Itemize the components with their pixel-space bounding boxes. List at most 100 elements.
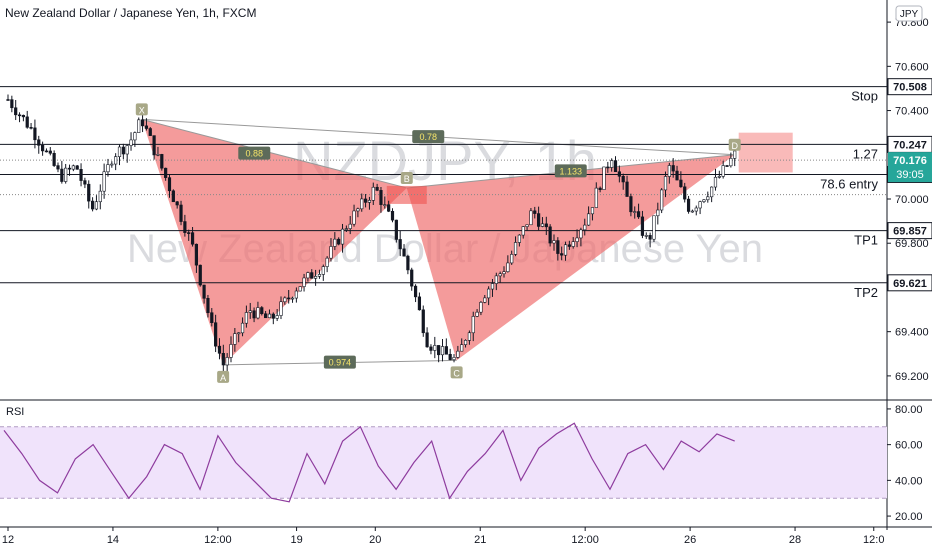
pattern-point-badge-B — [400, 171, 413, 184]
candle-body-62 — [244, 312, 248, 324]
candle-body-73 — [287, 297, 291, 300]
candle-body-26 — [106, 164, 110, 173]
candle-body-63 — [248, 310, 252, 313]
candle-body-103 — [402, 248, 406, 257]
candle-body-119 — [463, 340, 468, 345]
pattern-point-badge-A — [217, 370, 230, 383]
candle-body-44 — [175, 201, 179, 206]
candle-body-22 — [90, 200, 95, 210]
candle-body-155 — [602, 166, 606, 190]
pattern-ratio-badge-0 — [238, 146, 271, 160]
candle-body-86 — [337, 238, 341, 245]
candle-body-123 — [479, 302, 483, 313]
candle-body-136 — [529, 210, 533, 226]
candle-body-91 — [356, 208, 360, 212]
rsi-tick-label-2: 40.00 — [895, 475, 923, 487]
candle-body-11 — [48, 150, 52, 154]
candle-body-8 — [37, 139, 41, 146]
candle-body-104 — [406, 255, 410, 271]
pattern-d-box — [738, 132, 793, 173]
candle-body-106 — [413, 285, 418, 298]
candle-body-110 — [429, 346, 433, 351]
level-label-2: 78.6 entry — [820, 176, 878, 191]
pattern-point-B: B — [404, 174, 410, 184]
candle-body-185 — [717, 176, 721, 178]
candle-body-17 — [71, 165, 75, 170]
current-price-badge-box — [888, 152, 932, 183]
candle-body-96 — [375, 186, 379, 191]
candle-body-129 — [502, 271, 506, 275]
candle-body-145 — [563, 244, 568, 256]
price-tick-label-6: 69.200 — [895, 371, 929, 383]
candle-body-135 — [525, 224, 529, 227]
candle-body-163 — [633, 211, 637, 213]
currency-badge-box — [895, 5, 923, 22]
rsi-line — [3, 422, 735, 503]
candle-body-65 — [256, 307, 260, 319]
candle-body-35 — [140, 119, 145, 127]
candle-body-4 — [21, 114, 25, 118]
time-tick-label-4: 20 — [369, 534, 381, 546]
candle-body-85 — [333, 238, 337, 247]
candle-body-29 — [117, 146, 122, 157]
candle-body-131 — [510, 254, 514, 264]
candle-body-90 — [352, 210, 356, 225]
candle-body-142 — [552, 240, 556, 244]
candle-body-24 — [98, 190, 102, 203]
candle-body-114 — [444, 346, 448, 355]
candle-body-19 — [79, 168, 83, 181]
candle-body-95 — [371, 186, 375, 201]
candle-body-9 — [41, 145, 45, 152]
candle-body-172 — [667, 165, 671, 177]
candle-body-113 — [440, 346, 445, 356]
time-tick-label-7: 26 — [684, 534, 696, 546]
pattern-ratio-0: 0.88 — [246, 149, 264, 159]
pattern-point-badge-D — [728, 138, 741, 151]
candle-body-164 — [636, 211, 641, 218]
level-badge-3: 69.857 — [893, 226, 927, 238]
candle-body-121 — [471, 316, 475, 334]
candle-body-89 — [348, 223, 352, 229]
candle-body-176 — [683, 186, 687, 200]
candle-body-67 — [264, 313, 268, 319]
candle-body-34 — [137, 119, 141, 133]
rsi-band — [0, 426, 887, 499]
candle-body-162 — [629, 196, 633, 213]
candle-body-175 — [679, 179, 683, 188]
pattern-ratio-1: 0.974 — [329, 358, 352, 368]
candle-body-140 — [544, 223, 548, 228]
candle-body-146 — [567, 244, 571, 247]
candle-body-134 — [521, 226, 525, 236]
candle-body-107 — [417, 296, 422, 311]
candle-body-94 — [367, 200, 372, 203]
candle-body-132 — [513, 242, 518, 255]
candle-body-161 — [625, 181, 629, 197]
candle-body-92 — [360, 198, 364, 210]
candle-body-32 — [129, 139, 133, 146]
price-tick-label-3: 70.000 — [895, 194, 929, 206]
candle-body-177 — [686, 198, 691, 212]
candle-body-75 — [294, 290, 298, 299]
candle-body-99 — [387, 204, 391, 212]
candle-body-27 — [110, 163, 114, 166]
pattern-point-badge-C — [450, 366, 463, 379]
candle-body-50 — [198, 264, 202, 286]
candle-body-13 — [56, 165, 60, 170]
pattern-ratio-2: 0.78 — [419, 132, 437, 142]
candle-body-149 — [579, 229, 583, 239]
rsi-tick-label-0: 80.00 — [895, 404, 923, 416]
candle-body-122 — [475, 311, 479, 317]
time-tick-label-9: 12:0 — [863, 534, 884, 546]
candle-body-182 — [706, 196, 710, 201]
candle-body-183 — [710, 186, 714, 198]
pattern-line-xb — [141, 118, 407, 189]
candle-body-84 — [329, 246, 333, 259]
rsi-tick-label-1: 60.00 — [895, 440, 923, 452]
candle-body-60 — [237, 332, 241, 335]
candle-body-111 — [433, 345, 437, 351]
candle-body-144 — [560, 253, 564, 256]
candle-body-57 — [225, 357, 229, 366]
candle-body-3 — [17, 114, 22, 117]
